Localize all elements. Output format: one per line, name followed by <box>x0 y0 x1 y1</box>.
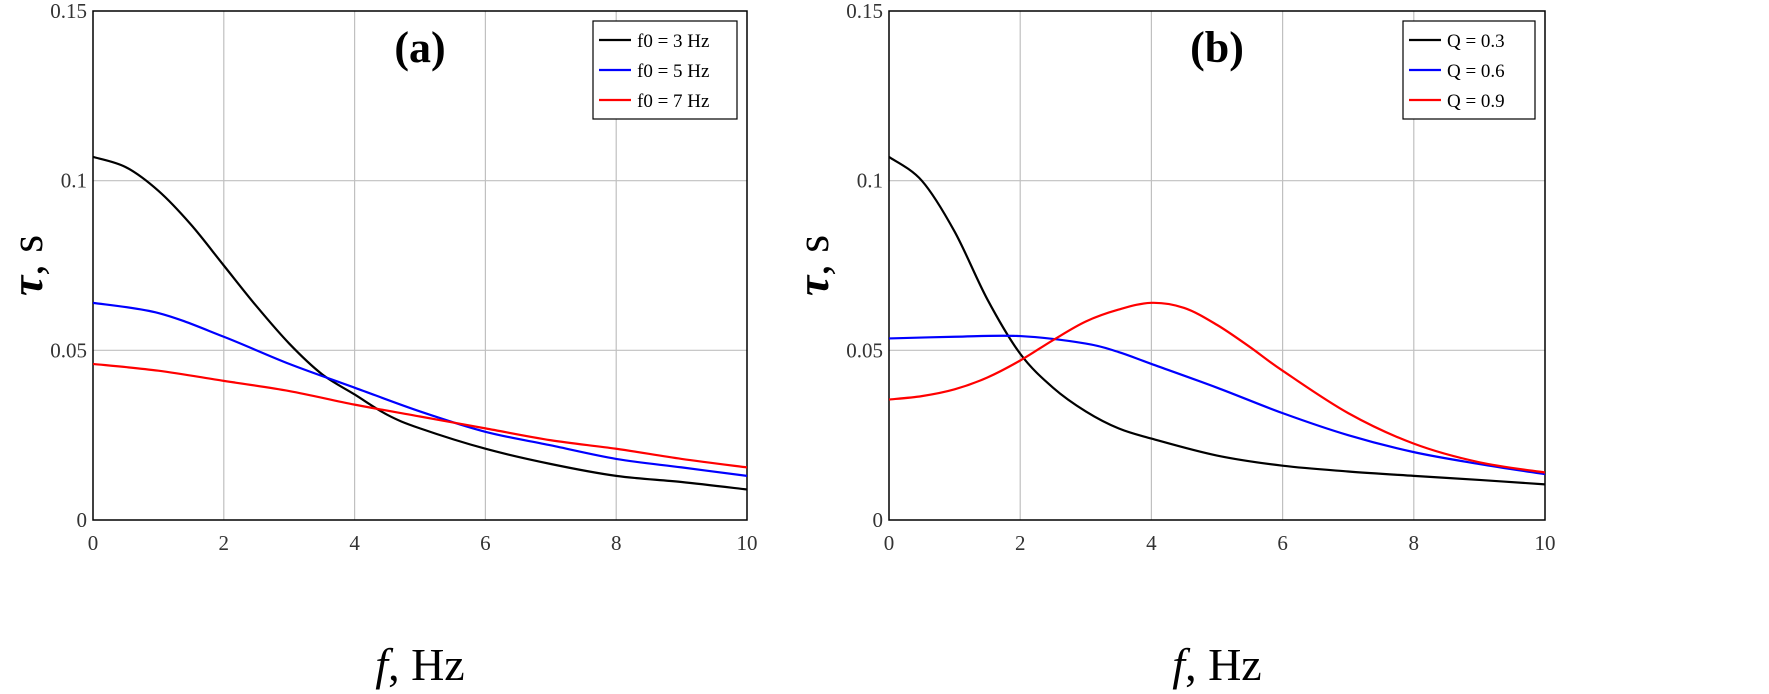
legend-label: Q = 0.6 <box>1447 61 1505 82</box>
series-line <box>889 301 1545 474</box>
x-tick-label: 8 <box>1409 531 1420 555</box>
y-tick-label: 0.15 <box>846 0 883 23</box>
y-axis-label-symbol: τ <box>787 274 838 296</box>
plot-frame <box>888 10 1546 521</box>
x-tick-label: 4 <box>349 531 360 555</box>
x-tick-label: 0 <box>88 531 99 555</box>
legend-label: f0 = 5 Hz <box>637 61 709 82</box>
x-tick-label: 2 <box>1015 531 1026 555</box>
y-tick-label: 0.05 <box>50 338 87 362</box>
legend-label: Q = 0.3 <box>1447 31 1505 52</box>
y-tick-label: 0.05 <box>846 338 883 362</box>
x-axis-label: f, Hz <box>1172 639 1261 690</box>
y-tick-label: 0.15 <box>50 0 87 23</box>
panel-b: 0 2 4 6 8 10 0 0.05 0.1 0.15 (b) Q = 0.3 Q = 0.6 Q = … <box>787 0 1556 690</box>
x-axis-label: f, Hz <box>375 639 464 690</box>
panel-a: 0 2 4 6 8 10 0 0.05 0.1 0.15 (a) f0 = 3 Hz f0 = 5 Hz… <box>1 0 758 690</box>
y-tick-label: 0 <box>873 508 884 532</box>
y-axis-label-unit: , s <box>1 235 52 276</box>
x-tick-label: 10 <box>737 531 758 555</box>
x-tick-label: 8 <box>611 531 622 555</box>
legend-label: Q = 0.9 <box>1447 91 1505 112</box>
series-line <box>889 155 1545 486</box>
x-tick-label: 2 <box>219 531 230 555</box>
x-axis-label-unit: , Hz <box>388 639 465 690</box>
y-tick-label: 0.1 <box>857 169 883 193</box>
series-line <box>93 362 747 469</box>
x-tick-label: 10 <box>1535 531 1556 555</box>
y-axis-label-symbol: τ <box>1 274 52 296</box>
x-tick-label: 0 <box>884 531 895 555</box>
x-tick-label: 4 <box>1146 531 1157 555</box>
series-line <box>93 301 747 477</box>
series-line <box>93 155 747 491</box>
x-tick-label: 6 <box>480 531 491 555</box>
y-tick-label: 0.1 <box>61 169 87 193</box>
legend-label: f0 = 7 Hz <box>637 91 709 112</box>
y-axis-label-unit: , s <box>787 235 838 276</box>
y-tick-label: 0 <box>77 508 88 532</box>
panel-label: (b) <box>1190 23 1244 72</box>
legend-label: f0 = 3 Hz <box>637 31 709 52</box>
x-tick-label: 6 <box>1277 531 1288 555</box>
y-axis-label: τ, s <box>1 235 52 296</box>
x-axis-label-unit: , Hz <box>1185 639 1262 690</box>
series-line <box>889 334 1545 476</box>
panel-label: (a) <box>394 23 445 72</box>
plot-frame <box>92 10 748 521</box>
y-axis-label: τ, s <box>787 235 838 296</box>
